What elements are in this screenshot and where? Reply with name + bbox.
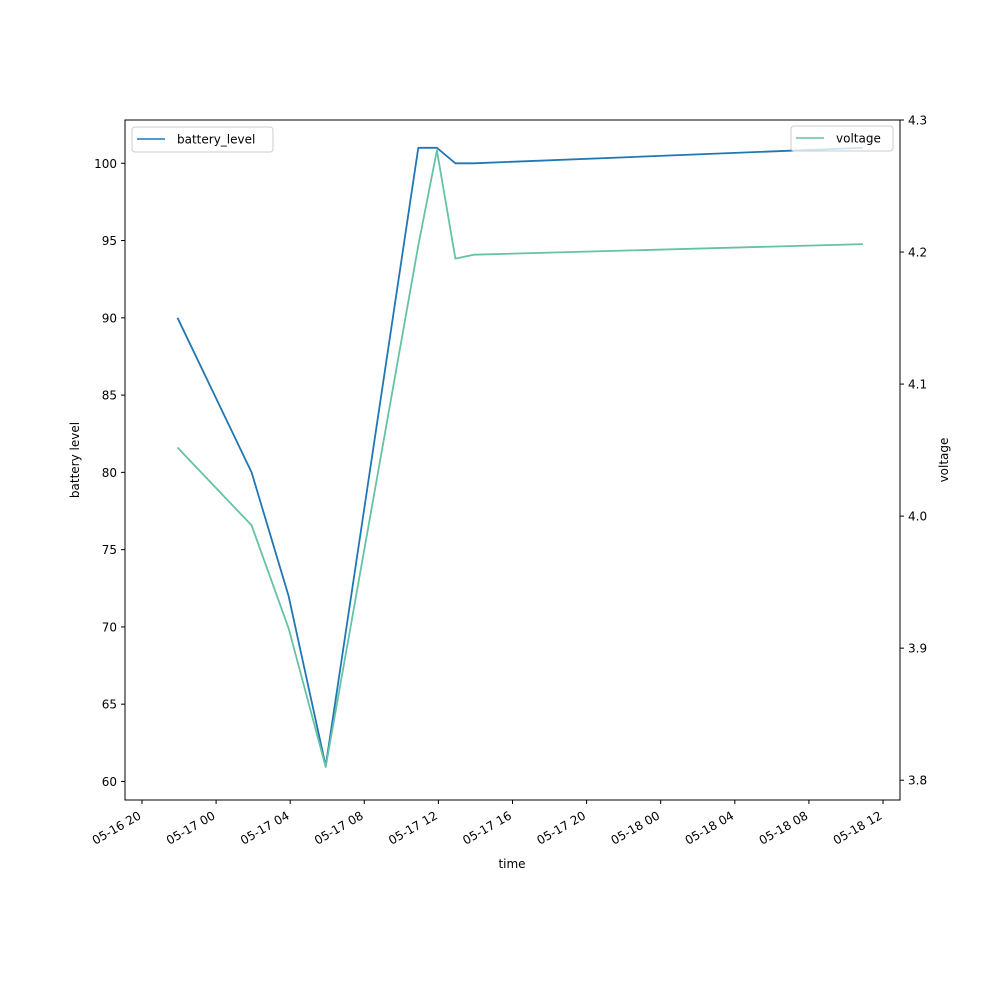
series-layer	[176, 146, 863, 768]
left-y-tick-label: 90	[102, 311, 117, 325]
left-y-tick-label: 60	[102, 775, 117, 789]
right-y-tick-label: 3.8	[908, 774, 927, 788]
right-y-tick-label: 4.3	[908, 114, 927, 128]
left-y-tick-label: 80	[102, 466, 117, 480]
x-axis-ticks: 05-16 20 05-17 00 05-17 04 05-17 08 05-17 12…	[90, 800, 885, 848]
legend-voltage: voltage	[790, 125, 894, 152]
left-y-axis-ticks: 60 65 70 75 80 85 90 95 100	[94, 157, 125, 789]
x-tick-label: 05-18 12	[831, 808, 885, 847]
legend-label-battery-level: battery_level	[177, 133, 255, 147]
legend-label-voltage: voltage	[836, 132, 881, 146]
left-y-tick-label: 100	[94, 157, 117, 171]
x-tick-label: 05-17 12	[386, 808, 440, 847]
right-y-tick-label: 4.2	[908, 246, 927, 260]
x-tick-label: 05-18 04	[683, 808, 737, 847]
plot-frame	[124, 119, 901, 801]
right-y-tick-label: 3.9	[908, 642, 927, 656]
legend-battery-level: battery_level	[131, 126, 274, 153]
x-tick-label: 05-18 08	[757, 808, 811, 847]
x-tick-label: 05-18 00	[608, 808, 662, 847]
left-y-axis-label: battery level	[68, 422, 82, 498]
legend-box	[790, 125, 894, 152]
x-tick-label: 05-17 20	[534, 808, 588, 847]
left-y-tick-label: 65	[102, 698, 117, 712]
right-y-tick-label: 4.1	[908, 378, 927, 392]
legend-box	[131, 126, 274, 153]
left-y-tick-label: 85	[102, 389, 117, 403]
series-line-battery-level	[176, 146, 863, 767]
right-y-axis-label: voltage	[937, 438, 951, 483]
x-tick-label: 05-17 16	[460, 808, 514, 847]
left-y-tick-label: 75	[102, 543, 117, 557]
x-tick-label: 05-17 04	[238, 808, 292, 847]
x-axis-label: time	[498, 857, 525, 871]
right-y-tick-label: 4.0	[908, 510, 927, 524]
x-tick-label: 05-16 20	[90, 808, 144, 847]
series-line-voltage	[176, 149, 863, 768]
x-tick-label: 05-17 00	[164, 808, 218, 847]
left-y-tick-label: 95	[102, 234, 117, 248]
x-tick-label: 05-17 08	[312, 808, 366, 847]
left-y-tick-label: 70	[102, 620, 117, 634]
right-y-axis-ticks: 3.8 3.9 4.0 4.1 4.2 4.3	[900, 114, 927, 788]
